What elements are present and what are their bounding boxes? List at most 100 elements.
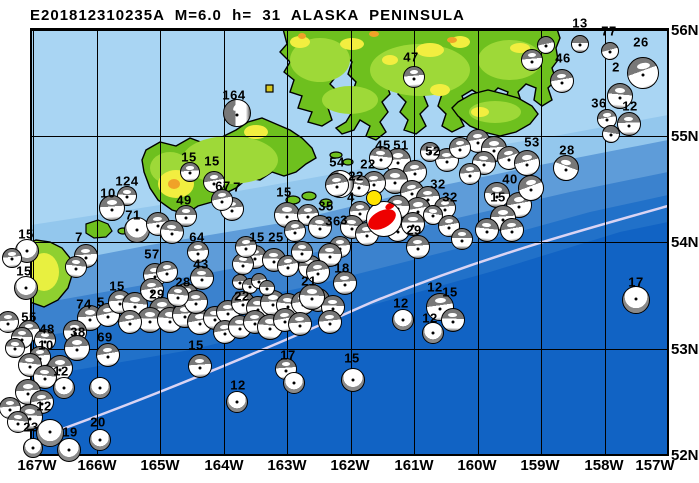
pressure-axis-dot (318, 227, 322, 231)
focal-mechanism (341, 368, 365, 392)
tension-axis-lens (217, 192, 227, 198)
pressure-axis-dot (226, 312, 230, 316)
tension-axis-lens (636, 61, 650, 70)
tension-axis-lens (40, 332, 50, 338)
tension-axis-lens (407, 183, 417, 190)
focal-mechanism (2, 248, 22, 268)
tension-axis-lens (423, 190, 433, 196)
focal-mechanism (175, 205, 197, 227)
tension-axis-lens (40, 369, 50, 375)
focal-mechanism (475, 218, 499, 242)
pressure-axis-dot (428, 151, 432, 155)
tension-axis-lens (488, 140, 500, 146)
tension-axis-lens (295, 316, 305, 322)
pressure-axis-dot (148, 320, 152, 324)
lon-tick-label: 157W (635, 457, 675, 474)
focal-mechanism (521, 49, 543, 71)
pressure-axis-dot (618, 96, 622, 100)
tension-axis-lens (281, 206, 293, 212)
focal-mechanism (226, 391, 248, 413)
pressure-axis-dot (24, 286, 28, 290)
lon-tick-label: 165W (140, 457, 180, 474)
tension-axis-lens (303, 208, 313, 213)
tension-axis-lens (195, 358, 205, 364)
pressure-axis-dot (118, 302, 122, 306)
focal-mechanism (64, 335, 90, 361)
tension-axis-lens (197, 270, 207, 275)
tension-axis-lens (167, 224, 177, 230)
pressure-axis-dot (58, 368, 62, 372)
tension-axis-lens (325, 247, 335, 252)
tension-axis-lens (22, 383, 34, 389)
focal-mechanism (514, 150, 540, 176)
pressure-axis-dot (328, 322, 332, 326)
pressure-axis-dot (84, 256, 88, 260)
tension-axis-lens (434, 297, 446, 304)
pressure-axis-dot (74, 267, 78, 271)
focal-mechanism (441, 308, 465, 332)
focal-mechanism (180, 162, 200, 182)
pressure-axis-dot (183, 315, 187, 319)
tension-axis-lens (297, 245, 307, 250)
pressure-axis-dot (43, 377, 47, 381)
tension-axis-lens (191, 294, 201, 300)
pressure-axis-dot (350, 227, 354, 231)
pressure-axis-dot (300, 252, 304, 256)
pressure-axis-dot (284, 369, 288, 373)
focal-mechanism (537, 36, 555, 54)
tension-axis-lens (24, 408, 36, 414)
tension-axis-lens (455, 140, 465, 146)
pressure-axis-dot (379, 158, 383, 162)
landmass-west-island (31, 239, 74, 308)
focal-mechanism (518, 175, 544, 201)
pressure-axis-dot (62, 386, 66, 390)
lon-tick-label: 162W (330, 457, 370, 474)
lat-tick-label: 55N (671, 128, 699, 145)
pressure-axis-dot (150, 290, 154, 294)
pressure-axis-dot (331, 307, 335, 311)
pressure-axis-dot (230, 209, 234, 213)
pressure-axis-dot (241, 303, 245, 307)
tension-axis-lens (106, 199, 118, 205)
tension-axis-lens (125, 314, 135, 320)
tension-axis-lens (525, 178, 537, 186)
grid-line-lat (31, 136, 668, 137)
tension-axis-lens (156, 301, 168, 307)
tension-axis-lens (280, 312, 290, 318)
pressure-axis-dot (609, 133, 613, 137)
pressure-axis-dot (517, 205, 521, 209)
pressure-axis-dot (156, 224, 160, 228)
tension-axis-lens (410, 164, 420, 170)
pressure-axis-dot (165, 272, 169, 276)
focal-mechanism (99, 195, 125, 221)
focal-mechanism (553, 155, 579, 181)
pressure-axis-dot (530, 60, 534, 64)
pressure-axis-dot (48, 430, 52, 434)
pressure-axis-dot (110, 208, 114, 212)
pressure-axis-dot (272, 260, 276, 264)
page-title: E201812310235A M=6.0 h= 31 ALASKA PENINS… (30, 7, 465, 24)
focal-mechanism (617, 112, 641, 136)
tension-axis-lens (527, 53, 537, 58)
tension-axis-lens (491, 186, 503, 192)
pressure-axis-dot (106, 315, 110, 319)
focal-mechanism (459, 163, 481, 185)
trench-line (39, 204, 668, 439)
pressure-axis-dot (198, 366, 202, 370)
tension-axis-lens (479, 155, 489, 161)
pressure-axis-dot (316, 272, 320, 276)
bathy-deep (31, 222, 668, 455)
tension-axis-lens (71, 259, 81, 265)
focal-mechanism (0, 311, 19, 333)
pressure-axis-dot (293, 231, 297, 235)
focal-mechanism (160, 220, 184, 244)
lon-tick-label: 167W (17, 457, 57, 474)
pressure-axis-dot (335, 185, 339, 189)
pressure-axis-dot (241, 264, 245, 268)
focal-mechanism (449, 137, 471, 159)
pressure-axis-dot (8, 408, 12, 412)
tension-axis-lens (335, 240, 345, 245)
lon-tick-label: 166W (77, 457, 117, 474)
tension-axis-lens (144, 311, 156, 317)
tension-axis-lens (186, 165, 194, 170)
